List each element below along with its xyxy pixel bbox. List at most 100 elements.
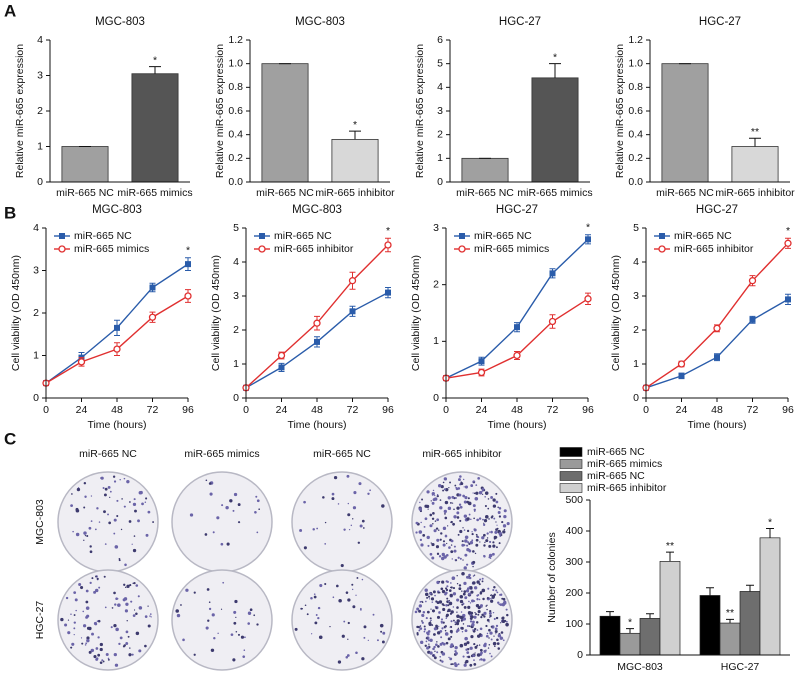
- colony: [436, 552, 440, 556]
- colony: [97, 619, 101, 623]
- colony: [415, 531, 418, 534]
- colony: [447, 637, 451, 641]
- colony: [501, 637, 504, 640]
- colony: [99, 647, 103, 652]
- colony: [91, 577, 94, 580]
- legend-label: miR-665 inhibitor: [274, 243, 354, 255]
- colony: [478, 598, 481, 601]
- colony: [490, 625, 493, 628]
- colony: [456, 611, 458, 613]
- colony: [480, 616, 483, 619]
- colony: [459, 557, 462, 560]
- colony: [483, 533, 486, 537]
- colony: [490, 597, 492, 600]
- y-axis-label: Cell viability (OD 450nm): [610, 255, 622, 371]
- colony: [436, 615, 441, 619]
- colony: [86, 636, 90, 640]
- colony: [423, 625, 426, 628]
- colony: [465, 596, 468, 599]
- colony: [438, 591, 441, 594]
- colony: [126, 584, 130, 588]
- colony: [444, 516, 448, 520]
- colony: [432, 590, 436, 594]
- colony: [492, 641, 497, 646]
- colony: [134, 509, 137, 513]
- colony: [70, 504, 73, 507]
- colony: [423, 630, 426, 633]
- colony: [486, 632, 489, 635]
- colony: [486, 597, 489, 599]
- marker: [458, 245, 466, 253]
- colony: [455, 487, 459, 491]
- colony: [488, 553, 493, 558]
- colony: [427, 544, 430, 547]
- colony: [150, 616, 152, 618]
- colony: [363, 636, 366, 639]
- colony: [469, 663, 473, 667]
- colony: [438, 555, 442, 558]
- legend-swatch: [559, 483, 583, 493]
- colony: [478, 644, 481, 646]
- colony: [477, 610, 481, 614]
- colony: [463, 529, 466, 531]
- y-tick-label: 3: [37, 69, 43, 81]
- colony: [86, 614, 90, 618]
- colony: [495, 500, 499, 504]
- colony: [442, 489, 445, 492]
- x-tick-label: MGC-803: [617, 661, 663, 673]
- colony: [487, 498, 490, 500]
- colony: [434, 520, 437, 522]
- marker: [114, 324, 120, 331]
- colony: [435, 643, 438, 647]
- colony: [133, 498, 136, 501]
- colony: [210, 648, 215, 652]
- colony: [473, 642, 476, 646]
- colony: [111, 607, 114, 609]
- colony: [456, 506, 460, 510]
- colony: [451, 502, 454, 504]
- colony: [446, 580, 449, 583]
- colony: [440, 618, 444, 621]
- colony: [454, 621, 457, 624]
- colony: [456, 619, 460, 623]
- colony: [303, 500, 306, 504]
- y-tick-label: 3: [433, 222, 439, 234]
- colony: [452, 522, 455, 526]
- colony: [450, 539, 454, 543]
- marker: [313, 319, 321, 327]
- colony: [466, 587, 470, 590]
- x-tick-label: miR-665 mimics: [517, 187, 592, 199]
- colony: [478, 517, 482, 520]
- colony: [256, 531, 259, 534]
- colony: [361, 519, 365, 523]
- marker: [714, 354, 720, 361]
- colony: [337, 660, 342, 664]
- x-tick-label: 0: [443, 404, 449, 416]
- colony: [463, 500, 467, 504]
- colony: [444, 632, 449, 636]
- colony: [498, 515, 502, 518]
- colony: [316, 527, 319, 530]
- error-bar: [606, 611, 614, 617]
- colony: [427, 646, 430, 648]
- colony: [475, 613, 478, 616]
- error-bar: [766, 528, 774, 538]
- colony: [95, 657, 99, 661]
- colony: [233, 610, 237, 614]
- marker: [478, 358, 485, 365]
- colony: [473, 659, 475, 662]
- colony: [345, 591, 349, 594]
- significance: **: [666, 540, 674, 552]
- colony: [418, 604, 422, 608]
- chart-title: HGC-27: [699, 16, 741, 28]
- colony: [83, 539, 85, 541]
- colony: [421, 613, 425, 617]
- colony: [439, 659, 442, 662]
- colony: [123, 583, 126, 586]
- legend-swatch: [559, 459, 583, 469]
- colony: [207, 619, 210, 622]
- colony: [469, 613, 472, 616]
- x-tick-label: 48: [711, 404, 723, 416]
- colony: [144, 615, 148, 618]
- colony: [444, 629, 447, 632]
